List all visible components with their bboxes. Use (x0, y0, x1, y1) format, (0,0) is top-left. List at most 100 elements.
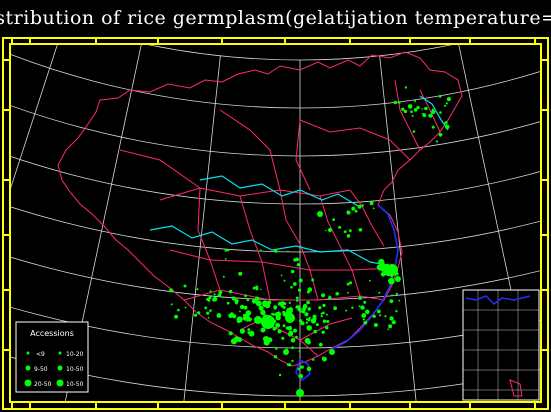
accession-point (388, 324, 393, 329)
accession-point-large (254, 316, 262, 324)
accession-point (346, 282, 350, 286)
accession-point (248, 330, 255, 337)
accession-point (275, 347, 278, 350)
accession-point-large (283, 349, 289, 355)
accession-point (282, 313, 285, 316)
accession-point (177, 308, 180, 312)
accession-point (431, 109, 436, 115)
accession-point (286, 363, 289, 366)
accession-point (295, 305, 300, 309)
outer-frame (2, 37, 549, 410)
accession-point (228, 331, 233, 336)
accession-point (305, 318, 308, 321)
accession-point (278, 373, 282, 377)
accession-point (300, 365, 304, 369)
accession-point (196, 288, 199, 291)
accession-point (283, 302, 287, 306)
accession-point (208, 299, 211, 302)
accession-point (391, 294, 393, 297)
accession-point (358, 305, 361, 308)
accession-points (169, 86, 451, 397)
accession-point (208, 296, 212, 300)
accession-point (281, 336, 285, 340)
accession-point (373, 323, 378, 327)
accession-point (226, 301, 230, 305)
accession-point (204, 306, 208, 310)
accession-point (298, 350, 301, 353)
accession-point (443, 104, 447, 107)
accession-point (335, 292, 340, 296)
accession-point (184, 306, 187, 309)
accession-point (287, 250, 289, 252)
accession-point (328, 296, 332, 300)
accession-point (311, 278, 315, 282)
accession-point (243, 305, 248, 310)
accession-point (395, 292, 398, 296)
accession-point (296, 263, 300, 267)
accession-point (379, 314, 382, 317)
accession-point (292, 282, 297, 286)
accession-point (394, 276, 401, 282)
accession-point (321, 330, 325, 334)
accession-point (246, 298, 250, 302)
accession-point (387, 328, 390, 331)
accession-point (290, 269, 295, 274)
legend-row-2-label: 9-50 (34, 366, 48, 373)
accession-point (275, 322, 281, 328)
accession-point (302, 306, 307, 311)
accession-point (282, 305, 286, 309)
accession-point (206, 311, 210, 315)
accession-point-large (386, 264, 398, 276)
accession-point (285, 326, 290, 330)
accession-point (307, 307, 312, 311)
accession-point (255, 285, 259, 289)
accession-point (221, 296, 224, 299)
accession-point (444, 121, 448, 125)
accession-point (398, 299, 401, 302)
accession-point (301, 310, 306, 314)
accession-point (389, 316, 394, 321)
coastline (295, 204, 399, 382)
accession-point (174, 314, 179, 319)
accession-point (243, 313, 247, 318)
accession-point (306, 300, 310, 305)
accession-point (293, 258, 297, 262)
accession-point (224, 248, 228, 252)
accession-point (193, 313, 198, 317)
accession-point (260, 327, 266, 333)
accession-point (393, 100, 398, 105)
accession-point (389, 299, 394, 304)
accession-point (413, 99, 416, 102)
legend-symbol-large (24, 379, 32, 387)
accession-point (318, 342, 323, 347)
accession-point (307, 287, 313, 292)
accession-point (360, 305, 365, 310)
accession-point-large (261, 315, 275, 329)
accession-point (307, 327, 311, 331)
accession-point (232, 314, 237, 319)
accession-point (384, 315, 387, 318)
accession-point (227, 249, 230, 252)
accession-point (228, 289, 233, 294)
accession-point (372, 314, 376, 318)
legend-symbol-large-2 (56, 379, 64, 387)
accession-point (320, 312, 323, 315)
accession-point (300, 321, 305, 326)
accession-point (305, 321, 308, 324)
accession-point (354, 209, 358, 213)
accession-point (272, 326, 277, 331)
accession-point (212, 297, 217, 302)
country-outline (57, 51, 463, 367)
accession-point (274, 307, 277, 310)
accession-point (291, 359, 294, 363)
accession-point (411, 115, 414, 117)
accession-point (271, 312, 274, 316)
accession-point (378, 291, 381, 294)
accession-point (431, 125, 435, 129)
legend-symbol-small-2 (58, 351, 62, 355)
accession-point (298, 278, 303, 283)
accession-point (209, 309, 212, 312)
accession-point (262, 336, 269, 342)
accession-point (444, 124, 450, 130)
accession-point (245, 310, 252, 316)
